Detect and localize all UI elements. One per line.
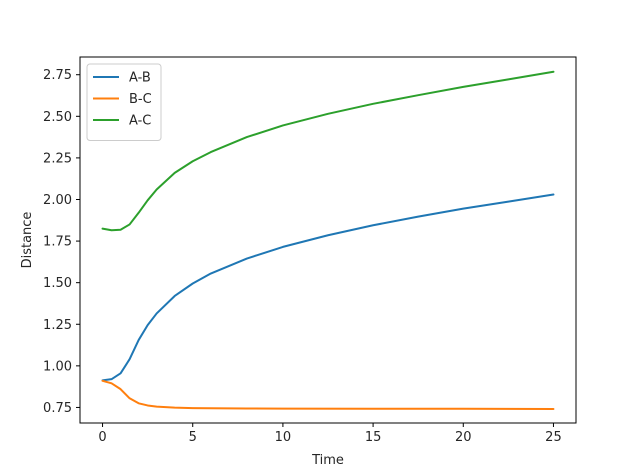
x-tick-label: 10 <box>275 430 292 445</box>
x-tick-label: 0 <box>98 430 106 445</box>
y-tick-label: 2.00 <box>43 193 72 208</box>
legend-label-b-c: B-C <box>129 92 152 107</box>
series-layer <box>101 70 555 410</box>
legend-label-a-c: A-C <box>129 114 151 129</box>
y-tick-label: 1.25 <box>43 318 72 333</box>
x-tick-label: 15 <box>365 430 382 445</box>
plot-area <box>80 57 576 423</box>
y-tick-label: 1.50 <box>43 276 72 291</box>
x-tick-label: 25 <box>545 430 562 445</box>
series-line-b-c <box>101 379 555 410</box>
legend-box <box>86 63 162 141</box>
legend: A-B B-C A-C <box>86 63 162 141</box>
y-tick-label: 1.75 <box>43 235 72 250</box>
series-line-a-c <box>101 70 555 232</box>
x-tick-label: 20 <box>455 430 472 445</box>
y-tick-label: 2.25 <box>43 151 72 166</box>
y-tick-label: 2.75 <box>43 68 72 83</box>
y-axis-label: Distance <box>20 212 35 269</box>
x-tick-label: 5 <box>189 430 197 445</box>
x-axis-ticks: 0 5 10 15 20 25 <box>98 423 562 445</box>
y-axis-ticks: 0.75 1.00 1.25 1.50 1.75 2.00 2.25 2.50 2.75 <box>43 68 80 416</box>
x-axis-label: Time <box>311 453 344 468</box>
plot-frame <box>79 56 577 424</box>
y-tick-label: 0.75 <box>43 401 72 416</box>
series-line-a-b <box>101 193 555 382</box>
legend-label-a-b: A-B <box>129 71 151 86</box>
y-tick-label: 2.50 <box>43 110 72 125</box>
y-tick-label: 1.00 <box>43 359 72 374</box>
